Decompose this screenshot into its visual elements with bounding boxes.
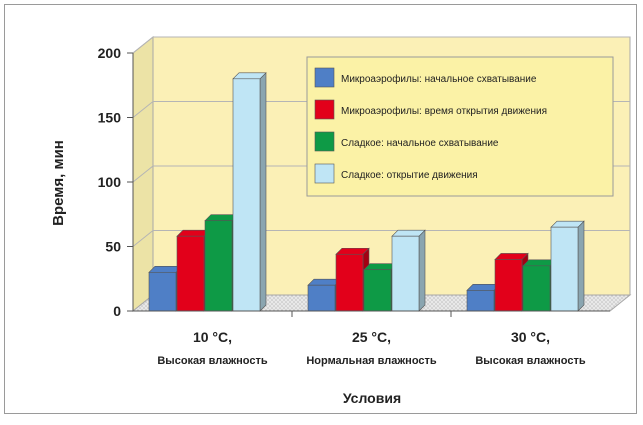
x-tick-label: 25 °C, <box>352 329 391 345</box>
y-tick-label: 50 <box>105 239 121 255</box>
x-tick-label: 10 °C, <box>193 329 232 345</box>
y-tick-label: 0 <box>113 303 121 319</box>
y-tick-label: 200 <box>98 45 122 61</box>
bar-front <box>466 290 495 312</box>
bar-top <box>550 220 585 228</box>
y-axis-label: Время, мин <box>50 140 67 226</box>
legend-label: Микроаэрофилы: начальное схватывание <box>341 73 537 85</box>
y-tick-label: 100 <box>98 174 122 190</box>
bar-top <box>232 72 267 80</box>
legend: Микроаэрофилы: начальное схватывание Микр… <box>306 56 614 197</box>
bar-front <box>232 78 261 312</box>
gridline <box>132 230 630 247</box>
bar-front <box>204 220 233 312</box>
bar-top <box>391 229 426 237</box>
bar-front <box>494 259 523 312</box>
legend-swatch <box>314 67 335 88</box>
x-tick-sublabel: Высокая влажность <box>157 355 268 367</box>
legend-label: Сладкое: начальное схватывание <box>341 138 499 149</box>
bar-top <box>494 253 529 260</box>
legend-label: Микроаэрофилы: время открытия движения <box>341 105 547 117</box>
x-tick-labels: 10 °C, Высокая влажность 25 °C, Нормальная … <box>157 311 586 367</box>
x-axis-label: Условия <box>343 390 401 406</box>
bar <box>391 229 426 312</box>
bar-top <box>335 247 370 255</box>
gridline <box>132 36 630 54</box>
legend-box <box>306 56 614 197</box>
x-tick-sublabel: Высокая влажность <box>475 355 586 367</box>
bars <box>148 72 585 312</box>
chart-frame: 0 50 100 150 200 10 °C, Высокая влажность 25 °… <box>4 4 637 414</box>
bar-front <box>307 284 336 312</box>
legend-swatch <box>314 163 335 184</box>
bar-chart: 0 50 100 150 200 10 °C, Высокая влажность 25 °… <box>50 35 632 406</box>
bar-front <box>550 226 579 312</box>
bar-front <box>363 269 392 312</box>
legend-swatch <box>314 99 335 120</box>
bar-front <box>148 271 177 312</box>
bar-front <box>335 253 364 312</box>
bar-front <box>176 235 205 312</box>
legend-swatch <box>314 131 335 152</box>
x-tick-sublabel: Нормальная влажность <box>306 355 437 367</box>
bar <box>550 220 585 312</box>
y-tick-label: 150 <box>98 110 122 126</box>
bar-front <box>391 235 420 312</box>
bar-side <box>259 72 267 312</box>
bar <box>232 72 267 312</box>
bar-side <box>577 220 585 312</box>
y-tick-labels: 0 50 100 150 200 <box>98 45 133 319</box>
bar-side <box>418 229 426 312</box>
legend-label: Сладкое: открытие движения <box>341 170 478 181</box>
x-tick-label: 30 °C, <box>511 329 550 345</box>
bar-front <box>522 265 551 312</box>
